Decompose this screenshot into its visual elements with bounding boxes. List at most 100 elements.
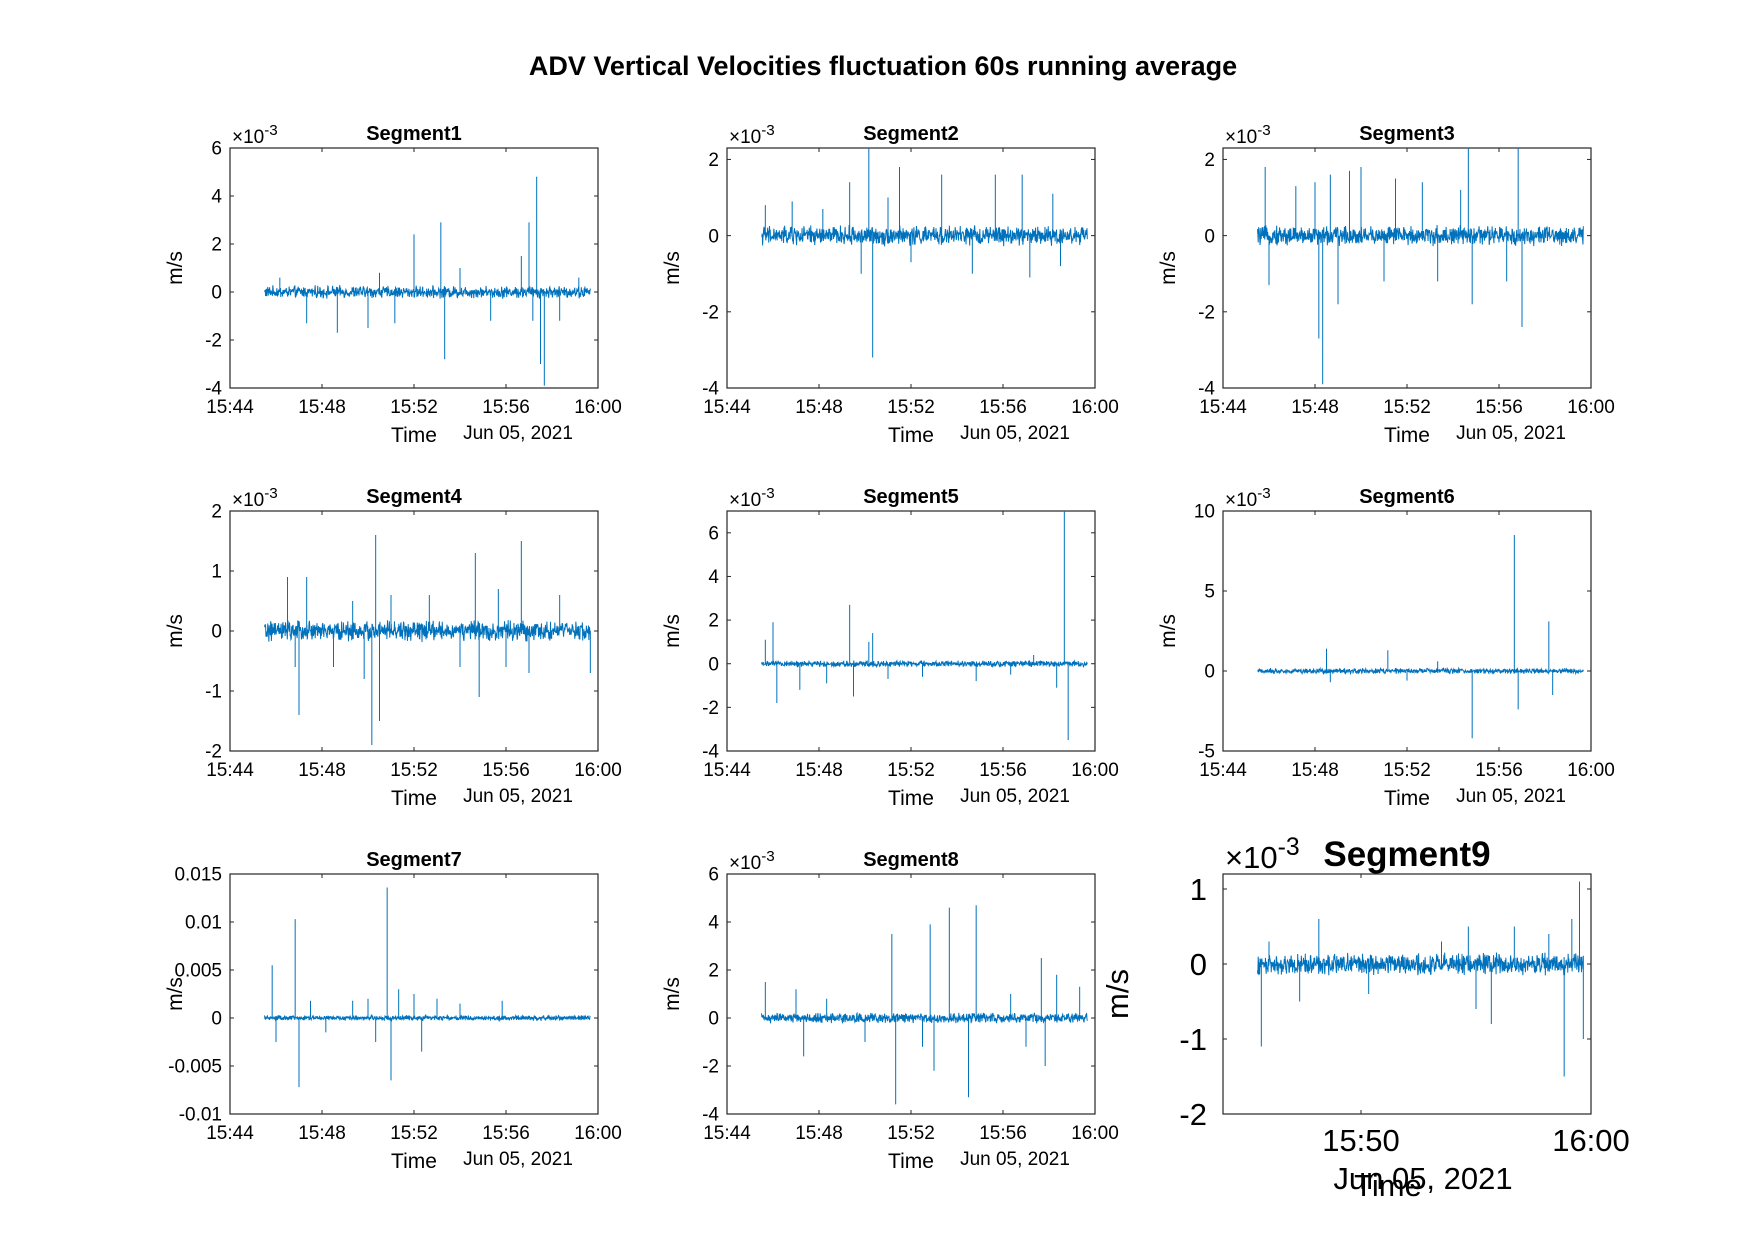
y-tick-label: -2	[702, 302, 719, 323]
date-label: Jun 05, 2021	[960, 786, 1070, 807]
date-label: Jun 05, 2021	[463, 1149, 573, 1170]
x-tick-label: 16:00	[1071, 760, 1119, 781]
x-tick-label: 16:00	[574, 397, 622, 418]
y-tick-label: 0	[708, 654, 719, 675]
y-tick-label: -1	[1179, 1022, 1207, 1057]
y-tick-label: 1	[211, 562, 222, 583]
y-exponent-label: ×10-3	[232, 485, 278, 511]
y-tick-label: 0	[1204, 662, 1215, 683]
date-label: Jun 05, 2021	[1333, 1161, 1512, 1196]
x-tick-label: 15:44	[206, 760, 254, 781]
y-tick-label: -4	[702, 379, 719, 400]
y-tick-label: 0.015	[174, 865, 222, 886]
x-tick-label: 15:52	[887, 1123, 935, 1144]
axes-box	[1222, 147, 1592, 389]
x-axis-label: Time	[1354, 1168, 1422, 1203]
x-tick-label: 16:00	[1567, 760, 1615, 781]
y-tick-label: 0	[211, 283, 222, 304]
x-axis-label: Time	[1384, 787, 1430, 810]
x-tick-label: 15:44	[703, 760, 751, 781]
y-axis-label: m/s	[1157, 614, 1180, 648]
x-tick-label: 15:52	[390, 760, 438, 781]
y-exponent-label: ×10-3	[1225, 834, 1300, 875]
y-tick-label: 2	[211, 235, 222, 256]
subplot-title: Segment4	[366, 486, 462, 508]
x-axis-label: Time	[391, 787, 437, 810]
x-tick-label: 15:44	[1199, 760, 1247, 781]
subplot-title: Segment6	[1359, 486, 1455, 508]
date-label: Jun 05, 2021	[1456, 423, 1566, 444]
date-label: Jun 05, 2021	[1456, 786, 1566, 807]
series-line	[264, 887, 591, 1088]
series-line	[1257, 881, 1584, 1077]
y-tick-label: -4	[1198, 379, 1215, 400]
y-tick-label: 0	[708, 1009, 719, 1030]
x-tick-label: 15:48	[1291, 760, 1339, 781]
x-tick-label: 15:56	[482, 760, 530, 781]
axes-box	[726, 147, 1096, 389]
y-tick-label: -1	[205, 682, 222, 703]
y-tick-label: 6	[708, 523, 719, 544]
y-exponent-label: ×10-3	[729, 122, 775, 148]
x-tick-label: 15:48	[1291, 397, 1339, 418]
y-tick-label: -2	[1179, 1097, 1207, 1132]
subplot-8: 15:44 15:48 15:52 15:56 16:00 -4 -2 0 2 4 6 ×10-3 Se…	[661, 848, 1119, 1173]
subplot-7: 15:44 15:48 15:52 15:56 16:00 -0.01 -0.005 0 0.0…	[164, 849, 622, 1173]
y-tick-label: -5	[1198, 742, 1215, 763]
y-tick-label: 4	[708, 913, 719, 934]
axes-box	[1222, 510, 1592, 752]
x-tick-label: 15:52	[887, 760, 935, 781]
y-tick-label: -2	[1198, 302, 1215, 323]
subplot-2: 15:44 15:48 15:52 15:56 16:00 -4 -2 0 2 ×10-3 Segm…	[661, 122, 1119, 447]
y-tick-label: 2	[708, 150, 719, 171]
subplot-5: 15:44 15:48 15:52 15:56 16:00 -4 -2 0 2 4 6 ×10-3 Se…	[661, 485, 1119, 810]
x-tick-label: 15:56	[482, 397, 530, 418]
y-axis-label: m/s	[164, 977, 187, 1011]
x-tick-label: 15:48	[795, 1123, 843, 1144]
x-tick-label: 15:48	[795, 760, 843, 781]
x-tick-label: 15:44	[206, 397, 254, 418]
subplot-3: 15:44 15:48 15:52 15:56 16:00 -4 -2 0 2 ×10-3 Segm…	[1157, 122, 1615, 447]
y-exponent-label: ×10-3	[232, 122, 278, 148]
y-axis-label: m/s	[1100, 969, 1135, 1019]
date-label: Jun 05, 2021	[960, 423, 1070, 444]
x-tick-label: 15:56	[979, 1123, 1027, 1144]
x-tick-label: 15:52	[1383, 397, 1431, 418]
y-tick-label: -2	[205, 742, 222, 763]
y-tick-label: 0.01	[185, 913, 222, 934]
date-label: Jun 05, 2021	[463, 423, 573, 444]
x-tick-label: 15:56	[1475, 760, 1523, 781]
x-tick-label: 15:48	[298, 760, 346, 781]
date-label: Jun 05, 2021	[960, 1149, 1070, 1170]
x-tick-label: 16:00	[1071, 397, 1119, 418]
x-tick-label: 16:00	[1567, 397, 1615, 418]
x-axis-label: Time	[391, 1150, 437, 1173]
subplot-1: 15:44 15:48 15:52 15:56 16:00 -4 -2 0 2 4 6 ×10-3 Se…	[164, 122, 622, 447]
x-tick-label: 15:50	[1322, 1123, 1400, 1158]
y-tick-label: 5	[1204, 582, 1215, 603]
x-tick-label: 15:56	[979, 397, 1027, 418]
axes-box	[1222, 873, 1592, 1115]
subplot-6: 15:44 15:48 15:52 15:56 16:00 -5 0 5 10 ×10-3 Segm…	[1157, 485, 1615, 810]
subplot-title: Segment3	[1359, 123, 1455, 145]
series-line	[761, 511, 1088, 741]
y-tick-label: -2	[702, 698, 719, 719]
y-exponent-label: ×10-3	[729, 848, 775, 874]
x-tick-label: 15:44	[206, 1123, 254, 1144]
y-tick-label: 0	[211, 622, 222, 643]
y-axis-label: m/s	[661, 977, 684, 1011]
x-tick-label: 15:52	[390, 1123, 438, 1144]
y-tick-label: 0	[211, 1009, 222, 1030]
x-axis-label: Time	[391, 424, 437, 447]
series-line	[264, 176, 591, 386]
x-axis-label: Time	[888, 1150, 934, 1173]
y-exponent-label: ×10-3	[729, 485, 775, 511]
series-line	[1257, 535, 1584, 739]
x-tick-label: 15:56	[1475, 397, 1523, 418]
series-line	[264, 535, 591, 745]
x-tick-label: 15:52	[390, 397, 438, 418]
y-tick-label: 4	[211, 187, 222, 208]
y-tick-label: 6	[708, 865, 719, 886]
y-axis-label: m/s	[661, 251, 684, 285]
y-tick-label: 2	[708, 961, 719, 982]
